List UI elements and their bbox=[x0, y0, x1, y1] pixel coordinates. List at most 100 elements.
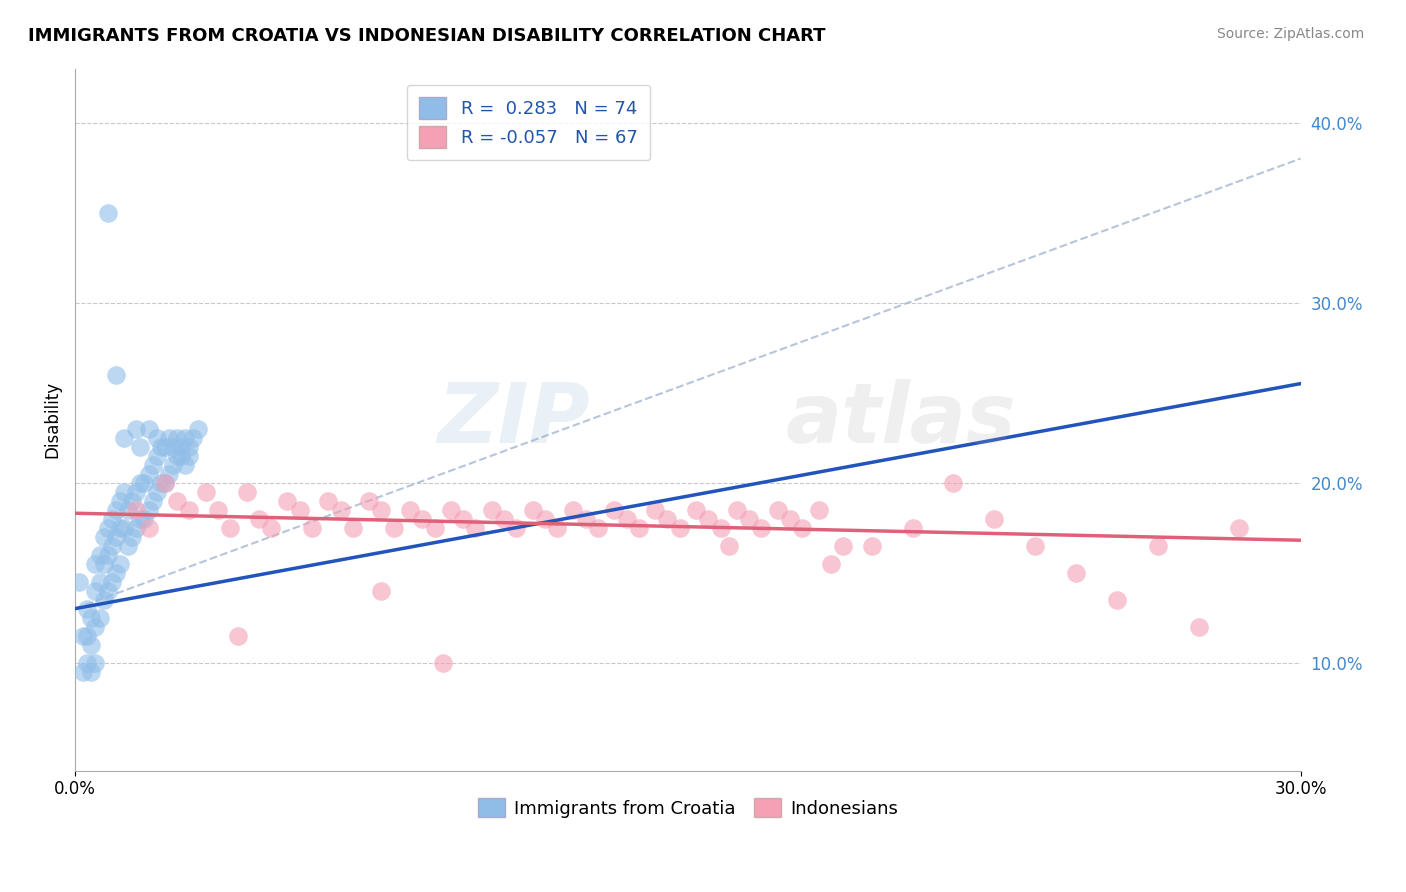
Point bbox=[668, 521, 690, 535]
Point bbox=[451, 511, 474, 525]
Point bbox=[157, 431, 180, 445]
Point bbox=[76, 629, 98, 643]
Point bbox=[125, 422, 148, 436]
Text: Source: ZipAtlas.com: Source: ZipAtlas.com bbox=[1216, 27, 1364, 41]
Point bbox=[149, 440, 172, 454]
Point bbox=[93, 592, 115, 607]
Point bbox=[162, 458, 184, 472]
Point bbox=[101, 539, 124, 553]
Point bbox=[207, 502, 229, 516]
Point bbox=[134, 475, 156, 490]
Point bbox=[129, 475, 152, 490]
Point bbox=[505, 521, 527, 535]
Text: IMMIGRANTS FROM CROATIA VS INDONESIAN DISABILITY CORRELATION CHART: IMMIGRANTS FROM CROATIA VS INDONESIAN DI… bbox=[28, 27, 825, 45]
Point bbox=[342, 521, 364, 535]
Point bbox=[153, 475, 176, 490]
Point bbox=[235, 484, 257, 499]
Point bbox=[166, 449, 188, 463]
Point bbox=[697, 511, 720, 525]
Point bbox=[228, 629, 250, 643]
Point bbox=[112, 484, 135, 499]
Point bbox=[138, 467, 160, 481]
Point bbox=[399, 502, 422, 516]
Point bbox=[832, 539, 855, 553]
Point bbox=[93, 557, 115, 571]
Point bbox=[1064, 566, 1087, 580]
Point bbox=[104, 530, 127, 544]
Point bbox=[411, 511, 433, 525]
Point bbox=[97, 548, 120, 562]
Point bbox=[288, 502, 311, 516]
Point bbox=[121, 493, 143, 508]
Point bbox=[67, 574, 90, 589]
Point bbox=[108, 557, 131, 571]
Point bbox=[546, 521, 568, 535]
Point bbox=[440, 502, 463, 516]
Point bbox=[616, 511, 638, 525]
Point bbox=[1105, 592, 1128, 607]
Point bbox=[860, 539, 883, 553]
Point bbox=[492, 511, 515, 525]
Point bbox=[942, 475, 965, 490]
Point bbox=[820, 557, 842, 571]
Point bbox=[247, 511, 270, 525]
Point bbox=[766, 502, 789, 516]
Point bbox=[187, 422, 209, 436]
Point bbox=[725, 502, 748, 516]
Point bbox=[134, 511, 156, 525]
Point bbox=[276, 493, 298, 508]
Point bbox=[738, 511, 761, 525]
Point bbox=[170, 449, 193, 463]
Point bbox=[157, 467, 180, 481]
Point bbox=[153, 475, 176, 490]
Point bbox=[104, 566, 127, 580]
Point bbox=[807, 502, 830, 516]
Point bbox=[792, 521, 814, 535]
Point bbox=[125, 521, 148, 535]
Point bbox=[685, 502, 707, 516]
Point bbox=[359, 493, 381, 508]
Point bbox=[72, 665, 94, 679]
Point bbox=[129, 511, 152, 525]
Point bbox=[112, 431, 135, 445]
Point bbox=[72, 629, 94, 643]
Point bbox=[104, 502, 127, 516]
Point bbox=[481, 502, 503, 516]
Point bbox=[370, 502, 392, 516]
Point bbox=[586, 521, 609, 535]
Point bbox=[112, 521, 135, 535]
Point bbox=[709, 521, 731, 535]
Point bbox=[183, 431, 205, 445]
Legend: Immigrants from Croatia, Indonesians: Immigrants from Croatia, Indonesians bbox=[471, 791, 905, 825]
Point bbox=[76, 601, 98, 615]
Point bbox=[219, 521, 242, 535]
Point bbox=[84, 557, 107, 571]
Point bbox=[80, 610, 103, 624]
Point bbox=[84, 656, 107, 670]
Point bbox=[329, 502, 352, 516]
Point bbox=[779, 511, 801, 525]
Point bbox=[170, 440, 193, 454]
Point bbox=[382, 521, 405, 535]
Point bbox=[751, 521, 773, 535]
Point bbox=[97, 205, 120, 219]
Point bbox=[301, 521, 323, 535]
Point bbox=[97, 583, 120, 598]
Point bbox=[138, 422, 160, 436]
Point bbox=[138, 502, 160, 516]
Point bbox=[142, 493, 165, 508]
Point bbox=[89, 574, 111, 589]
Point bbox=[166, 493, 188, 508]
Point bbox=[117, 502, 139, 516]
Point bbox=[89, 610, 111, 624]
Point bbox=[370, 583, 392, 598]
Point bbox=[145, 431, 167, 445]
Point bbox=[1187, 620, 1209, 634]
Point bbox=[717, 539, 740, 553]
Point bbox=[179, 449, 201, 463]
Point bbox=[125, 502, 148, 516]
Point bbox=[162, 440, 184, 454]
Point bbox=[129, 440, 152, 454]
Point bbox=[84, 583, 107, 598]
Point bbox=[179, 440, 201, 454]
